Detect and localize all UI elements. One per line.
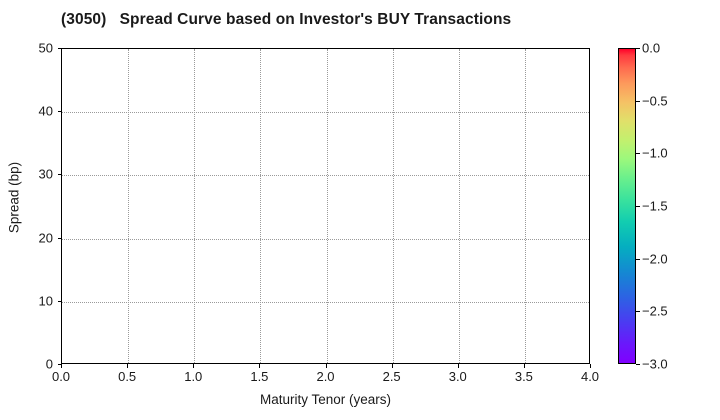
y-tick-mark (57, 111, 61, 113)
y-tick-mark (57, 48, 61, 49)
x-tick-label: 4.0 (580, 369, 600, 384)
colorbar-tick-mark (636, 153, 640, 155)
y-axis-label: Spread (bp) (6, 161, 22, 234)
colorbar-gradient (618, 48, 636, 364)
x-tick-label: 1.0 (184, 369, 203, 384)
colorbar-tick-mark (636, 258, 640, 260)
colorbar-tick-mark (636, 48, 640, 49)
gridline-vertical (260, 49, 262, 363)
gridline-horizontal (62, 112, 589, 114)
x-tick-mark (61, 364, 62, 368)
chart-title: (3050) Spread Curve based on Investor's … (61, 11, 512, 28)
x-tick-mark (193, 364, 195, 368)
x-tick-mark (127, 364, 129, 368)
y-tick-label: 30 (38, 166, 53, 182)
y-tick-label: 20 (38, 230, 53, 246)
y-tick-mark (57, 300, 61, 302)
x-tick-label: 2.0 (316, 369, 335, 384)
gridline-horizontal (62, 175, 589, 177)
plot-area (61, 48, 590, 364)
x-tick-label: 2.5 (382, 369, 401, 384)
x-tick-mark (325, 364, 327, 368)
x-tick-mark (523, 364, 525, 368)
x-tick-mark (259, 364, 261, 368)
y-tick-mark (57, 174, 61, 176)
y-tick-label: 50 (38, 40, 53, 56)
colorbar-tick-label: −0.5 (642, 93, 668, 109)
gridline-vertical (458, 49, 460, 363)
gridline-vertical (194, 49, 196, 363)
gridline-vertical (128, 49, 130, 363)
gridlines (62, 49, 589, 363)
x-axis-label: Maturity Tenor (years) (259, 392, 392, 407)
colorbar-tick-label: −3.0 (642, 356, 668, 372)
y-tick-label: 40 (38, 103, 53, 119)
colorbar (618, 48, 636, 364)
y-tick-label: 0 (45, 356, 53, 372)
gridline-horizontal (62, 301, 589, 303)
colorbar-tick-label: −1.0 (642, 145, 668, 161)
x-tick-mark (457, 364, 459, 368)
colorbar-tick-mark (636, 206, 640, 207)
gridline-vertical (524, 49, 526, 363)
gridline-vertical (392, 49, 394, 363)
y-tick-label: 10 (38, 293, 53, 309)
colorbar-tick-label: −1.5 (642, 198, 668, 214)
y-axis-tick-labels: 0 10 20 30 40 50 (0, 0, 53, 420)
colorbar-tick-label: −2.0 (642, 251, 668, 267)
x-tick-label: 3.0 (448, 369, 467, 384)
x-tick-mark (391, 364, 393, 368)
y-tick-mark (57, 364, 61, 365)
colorbar-tick-mark (636, 364, 640, 365)
gridline-vertical (326, 49, 328, 363)
x-tick-mark (590, 364, 591, 368)
colorbar-tick-mark (636, 311, 640, 313)
gridline-horizontal (62, 238, 589, 240)
colorbar-tick-label: −2.5 (642, 303, 668, 319)
x-tick-label: 0.5 (118, 369, 137, 384)
colorbar-tick-label: 0.0 (642, 40, 661, 56)
x-tick-label: 0.0 (51, 369, 71, 384)
colorbar-tick-mark (636, 100, 640, 102)
y-tick-mark (57, 237, 61, 239)
x-tick-label: 1.5 (250, 369, 269, 384)
x-tick-label: 3.5 (514, 369, 533, 384)
